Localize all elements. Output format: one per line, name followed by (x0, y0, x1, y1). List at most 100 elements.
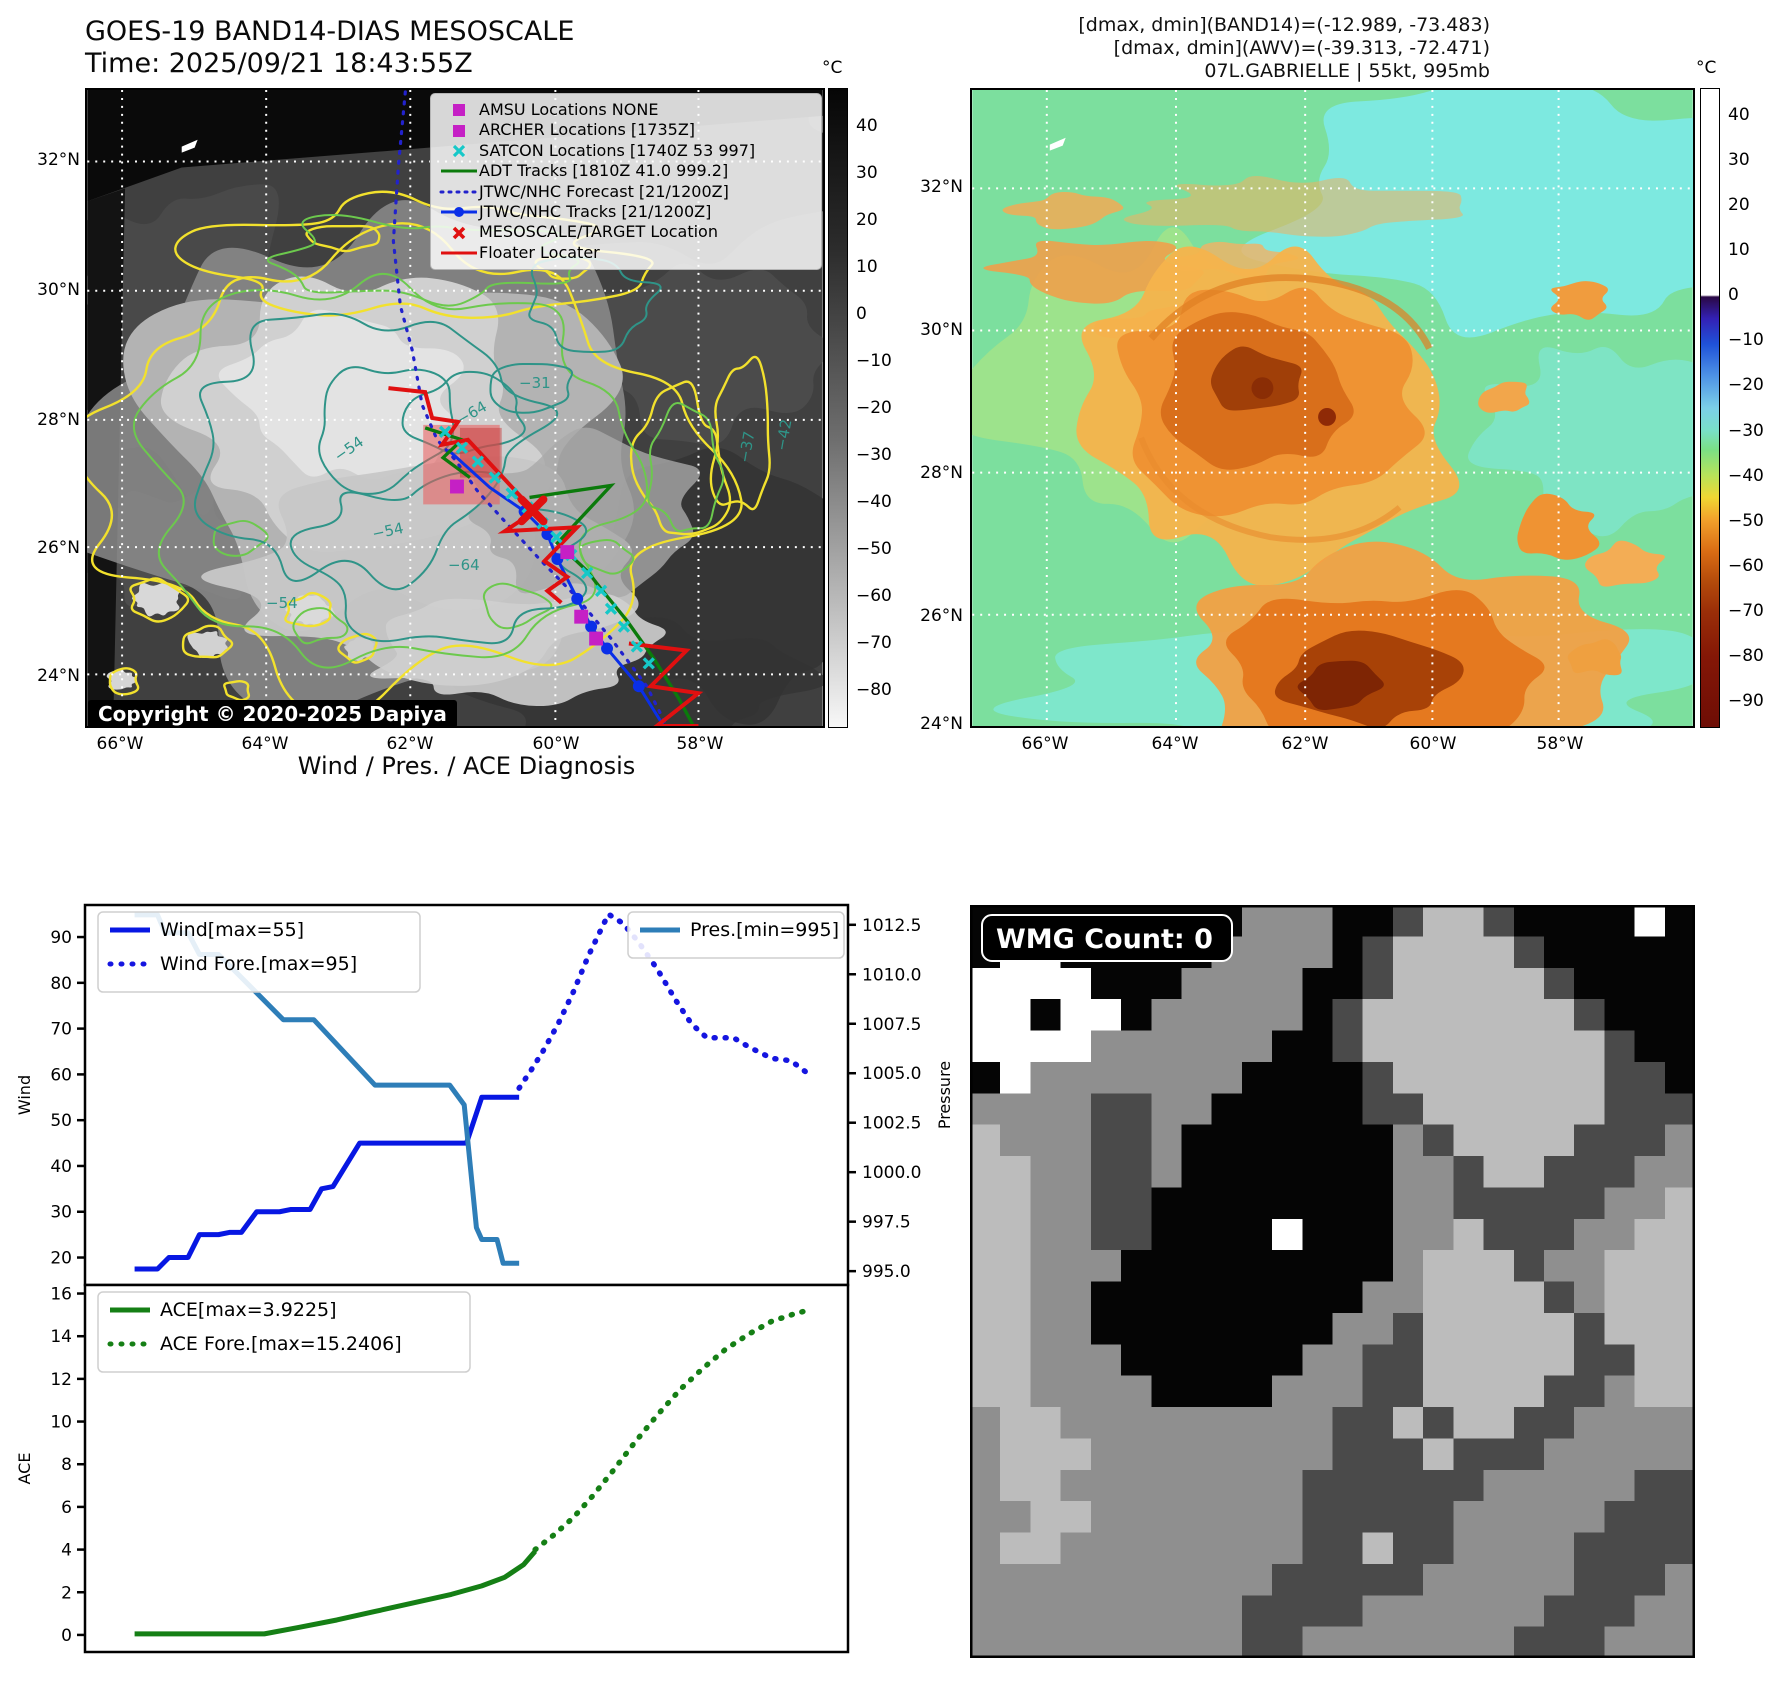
chart-legend-box (97, 911, 421, 993)
legend-item: JTWC/NHC Tracks [21/1200Z] (439, 202, 811, 222)
right-colorbar-tick: −70 (1728, 600, 1764, 621)
left-colorbar (828, 88, 848, 728)
wmg-panel: WMG Count: 0 (970, 905, 1695, 1658)
square-magenta-icon (453, 104, 465, 117)
left-colorbar-tick: 0 (856, 303, 867, 324)
left-map-lat-label: 32°N (37, 150, 80, 170)
pressure-tick-label: 1000.0 (862, 1163, 921, 1183)
chart-legend-label: ACE Fore.[max=15.2406] (160, 1333, 402, 1355)
wind-tick-label: 30 (50, 1203, 72, 1223)
series-ACE Fore.[max=15.2406] (532, 1307, 813, 1553)
ace-tick-label: 4 (61, 1541, 72, 1561)
right-colorbar (1700, 88, 1720, 728)
ace-tick-label: 6 (61, 1498, 72, 1518)
left-colorbar-tick: 20 (856, 209, 878, 230)
right-colorbar-tick: −50 (1728, 510, 1764, 531)
left-map-lon-label: 58°W (676, 734, 724, 754)
wind-tick-label: 60 (50, 1065, 72, 1085)
legend-item-label: AMSU Locations NONE (479, 100, 659, 119)
left-map-lon-label: 60°W (532, 734, 580, 754)
ace-tick-label: 12 (50, 1370, 72, 1390)
right-colorbar-tick: −20 (1728, 375, 1764, 396)
right-colorbar-tick: 40 (1728, 105, 1750, 126)
right-colorbar-tick: −80 (1728, 645, 1764, 666)
right-colorbar-tick: −30 (1728, 420, 1764, 441)
contour-label: −31 (519, 374, 551, 392)
right-map-lon-label: 66°W (1021, 734, 1069, 754)
left-map-lon-label: 64°W (241, 734, 289, 754)
ace-tick-label: 2 (61, 1583, 72, 1603)
legend-item-label: ADT Tracks [1810Z 41.0 999.2] (479, 161, 729, 181)
chart-title: Wind / Pres. / ACE Diagnosis (297, 752, 636, 780)
right-colorbar-tick: 10 (1728, 240, 1750, 261)
right-colorbar-unit: °C (1696, 58, 1717, 78)
copyright-badge: Copyright © 2020-2025 Dapiya (88, 700, 457, 728)
legend-item-label: JTWC/NHC Forecast [21/1200Z] (479, 181, 729, 201)
chart-legend-label: Wind[max=55] (160, 919, 304, 941)
wind-tick-label: 50 (50, 1111, 72, 1131)
series-ACE[max=3.9225] (134, 1549, 538, 1637)
left-colorbar-tick: −70 (856, 633, 892, 654)
ace-tick-label: 8 (61, 1455, 72, 1475)
right-colorbar-tick: 20 (1728, 195, 1750, 216)
wind-tick-label: 80 (50, 974, 72, 994)
wind-tick-label: 70 (50, 1020, 72, 1040)
pressure-tick-label: 995.0 (862, 1262, 911, 1282)
contour-label: −64 (448, 556, 480, 574)
pressure-axis-title: Pressure (935, 1061, 954, 1129)
left-colorbar-tick: 40 (856, 115, 878, 136)
legend-item: AMSU Locations NONE (439, 100, 811, 120)
left-map-lat-label: 28°N (37, 410, 80, 430)
right-map-lat-label: 24°N (920, 714, 963, 734)
right-colorbar-tick: −90 (1728, 690, 1764, 711)
left-colorbar-unit: °C (822, 58, 843, 78)
dmax-dmin-awv: [dmax, dmin](AWV)=(-39.313, -72.471) (1113, 37, 1490, 59)
wind-axis-title: Wind (15, 1075, 34, 1115)
ace-axis-title: ACE (15, 1453, 34, 1485)
wind-tick-label: 20 (50, 1249, 72, 1269)
wind-pressure-ace-charts: 90807060504030201012.51010.01007.51005.0… (15, 903, 954, 1654)
pressure-tick-label: 997.5 (862, 1213, 911, 1233)
wind-tick-label: 90 (50, 928, 72, 948)
line-dot-blue-icon (441, 207, 477, 218)
right-map-lat-label: 30°N (920, 320, 963, 340)
pressure-tick-label: 1012.5 (862, 916, 921, 936)
left-colorbar-tick: 30 (856, 162, 878, 183)
pressure-tick-label: 1005.0 (862, 1064, 921, 1084)
x-red-icon (452, 226, 466, 239)
right-colorbar-tick: 30 (1728, 150, 1750, 171)
left-colorbar-tick: −50 (856, 539, 892, 560)
square-magenta-icon (453, 124, 465, 137)
left-colorbar-tick: −10 (856, 350, 892, 371)
ace-tick-label: 0 (61, 1626, 72, 1646)
left-colorbar-tick: 10 (856, 256, 878, 277)
left-colorbar-tick: −80 (856, 680, 892, 701)
dmax-dmin-band14: [dmax, dmin](BAND14)=(-12.989, -73.483) (1078, 14, 1490, 36)
legend-item: Floater Locater (439, 243, 811, 263)
page-title: GOES-19 BAND14-DIAS MESOSCALE (85, 16, 575, 47)
left-colorbar-tick: −30 (856, 445, 892, 466)
chart-legend-label: Wind Fore.[max=95] (160, 953, 357, 975)
legend-item: ADT Tracks [1810Z 41.0 999.2] (439, 161, 811, 181)
chart-legend-label: Pres.[min=995] (690, 919, 839, 941)
left-map-lat-label: 30°N (37, 280, 80, 300)
right-map-lat-label: 28°N (920, 463, 963, 483)
legend-item: ARCHER Locations [1735Z] (439, 120, 811, 140)
right-map-lat-label: 32°N (920, 177, 963, 197)
left-colorbar-tick: −40 (856, 492, 892, 513)
x-cyan-icon (452, 144, 466, 158)
wind-tick-label: 40 (50, 1157, 72, 1177)
ace-tick-label: 16 (50, 1285, 72, 1305)
map-legend: AMSU Locations NONE ARCHER Locations [173… (430, 93, 822, 271)
pressure-tick-label: 1002.5 (862, 1114, 921, 1134)
legend-item-label: JTWC/NHC Tracks [21/1200Z] (479, 202, 712, 222)
ace-tick-label: 10 (50, 1413, 72, 1433)
wmg-count-label: WMG Count: 0 (996, 924, 1213, 955)
legend-item: SATCON Locations [1740Z 53 997] (439, 141, 811, 161)
right-colorbar-tick: −10 (1728, 330, 1764, 351)
pressure-tick-label: 1010.0 (862, 965, 921, 985)
left-map-lat-label: 24°N (37, 666, 80, 686)
contour-label: −54 (266, 594, 298, 612)
right-map-lon-label: 58°W (1536, 734, 1584, 754)
